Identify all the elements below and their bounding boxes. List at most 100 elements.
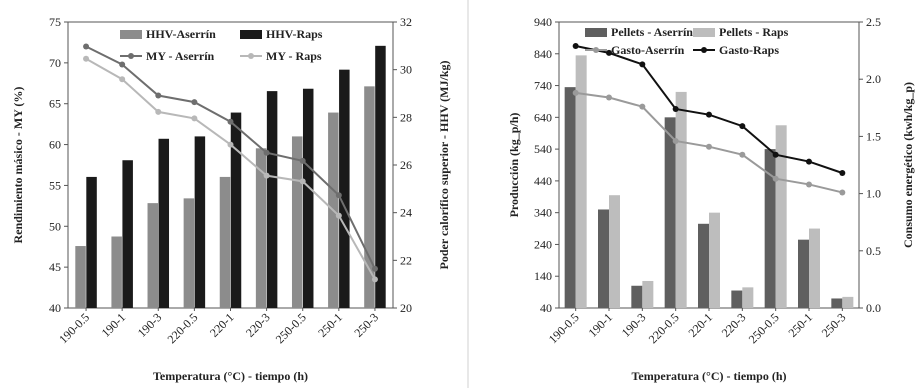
data-point [191,115,198,122]
data-point [739,151,746,158]
bar [575,55,587,308]
y2-tick-label: 20 [400,301,412,315]
bar [339,69,350,309]
bar [842,296,854,308]
bar [764,149,776,308]
y-tick-label: 75 [49,15,61,29]
data-point [299,157,306,164]
legend-swatch [240,30,262,39]
y2-tick-label: 2.5 [866,15,881,29]
bar [194,136,206,308]
bar [631,285,643,308]
bar [364,86,375,308]
bar [709,212,720,308]
bar [230,112,242,308]
bar [642,280,654,308]
y-tick-label: 60 [49,138,61,152]
legend-swatch [120,30,142,39]
data-point [772,175,779,182]
y-tick-label: 50 [49,219,61,233]
legend-label: HHV-Aserrín [146,27,216,41]
y-axis-label: Rendimiento másico - MY (%) [11,87,25,244]
bar [775,125,787,309]
data-point [806,158,812,165]
data-point [672,137,679,144]
data-point [806,181,812,188]
y2-tick-label: 22 [400,253,412,267]
bar [219,176,231,308]
bar [291,136,303,308]
bar [375,45,386,308]
bar [147,203,159,308]
data-point [672,105,679,112]
legend-swatch [693,28,715,37]
bar [731,290,743,308]
y2-tick-label: 0.5 [866,244,881,258]
bar [255,148,267,308]
legend-label: Gasto-Raps [719,43,779,57]
y2-tick-label: 1.0 [866,187,881,201]
data-point [119,61,126,68]
y-axis-label: Producción (kg_p/h) [507,113,521,218]
bar [698,223,709,308]
y-tick-label: 40 [49,301,61,315]
bar [609,195,620,308]
data-point [706,111,712,118]
y-tick-label: 140 [534,269,552,283]
bar [809,228,820,308]
data-point [335,212,342,219]
data-point [299,178,306,185]
bar [742,287,754,308]
bar [798,239,809,308]
y2-tick-label: 26 [400,158,412,172]
bar [122,160,133,308]
y2-tick-label: 32 [400,15,412,29]
y-tick-label: 940 [534,15,552,29]
y2-axis-label: Poder calorífico superior - HHV (MJ/kg) [437,61,451,270]
bar [302,88,314,308]
y-tick-label: 540 [534,142,552,156]
y-tick-label: 70 [49,56,61,70]
data-point [606,49,612,56]
data-point [739,123,746,130]
legend-label: Pellets - Aserrín [611,25,693,39]
data-point [191,99,198,106]
y-tick-label: 240 [534,237,552,251]
y2-tick-label: 2.0 [866,72,881,86]
y-tick-label: 640 [534,110,552,124]
legend-marker [248,53,254,59]
y-tick-label: 40 [540,301,552,315]
data-point [335,192,342,199]
x-axis-label: Temperatura (°C) - tiempo (h) [153,369,308,383]
legend-marker [701,47,707,53]
bar [266,91,278,308]
bar [831,298,843,308]
data-point [839,170,846,177]
x-axis-label: Temperatura (°C) - tiempo (h) [632,369,787,383]
legend-marker [128,53,134,59]
legend-label: Pellets - Raps [719,25,789,39]
y-tick-label: 45 [49,260,61,274]
y2-tick-label: 1.5 [866,129,881,143]
data-point [227,141,234,148]
bar [675,91,687,309]
data-point [371,265,378,272]
legend-label: MY - Aserrín [146,49,215,63]
data-point [155,92,162,99]
data-point [83,55,90,62]
data-point [606,94,612,101]
y-tick-label: 440 [534,174,552,188]
data-point [839,189,846,196]
data-point [119,76,126,83]
bar [598,209,609,308]
data-point [639,103,646,110]
y2-tick-label: 28 [400,110,412,124]
data-point [772,151,779,158]
y2-tick-label: 24 [400,206,412,220]
bar [158,138,170,308]
data-point [572,89,579,96]
bar [111,236,122,308]
y-tick-label: 740 [534,79,552,93]
data-point [263,172,270,179]
